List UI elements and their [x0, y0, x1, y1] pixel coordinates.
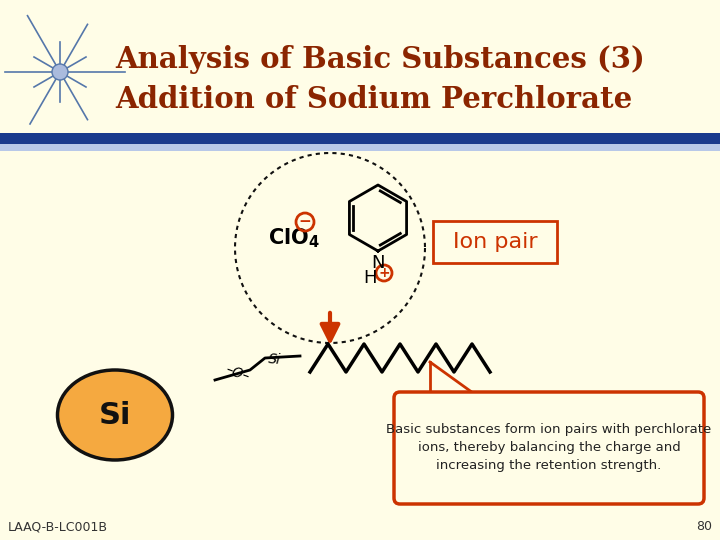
Text: −: −	[299, 214, 311, 230]
Text: LAAQ-B-LC001B: LAAQ-B-LC001B	[8, 520, 108, 533]
Text: –O–: –O–	[223, 362, 251, 384]
Bar	[0, 144, 720, 151]
FancyBboxPatch shape	[394, 392, 704, 504]
Text: Addition of Sodium Perchlorate: Addition of Sodium Perchlorate	[115, 85, 632, 114]
Text: 80: 80	[696, 520, 712, 533]
Text: Ion pair: Ion pair	[453, 232, 537, 252]
Text: Analysis of Basic Substances (3): Analysis of Basic Substances (3)	[115, 45, 644, 74]
Text: H: H	[364, 269, 377, 287]
Text: Si: Si	[268, 353, 282, 368]
Ellipse shape	[58, 370, 173, 460]
Text: N: N	[372, 254, 384, 272]
Text: Basic substances form ion pairs with perchlorate
ions, thereby balancing the cha: Basic substances form ion pairs with per…	[387, 423, 711, 472]
Text: Si: Si	[99, 401, 131, 429]
FancyBboxPatch shape	[433, 221, 557, 263]
Circle shape	[52, 64, 68, 80]
Text: $\mathregular{ClO_4}$: $\mathregular{ClO_4}$	[268, 226, 320, 250]
Bar	[0, 133, 720, 144]
Text: +: +	[378, 266, 390, 280]
